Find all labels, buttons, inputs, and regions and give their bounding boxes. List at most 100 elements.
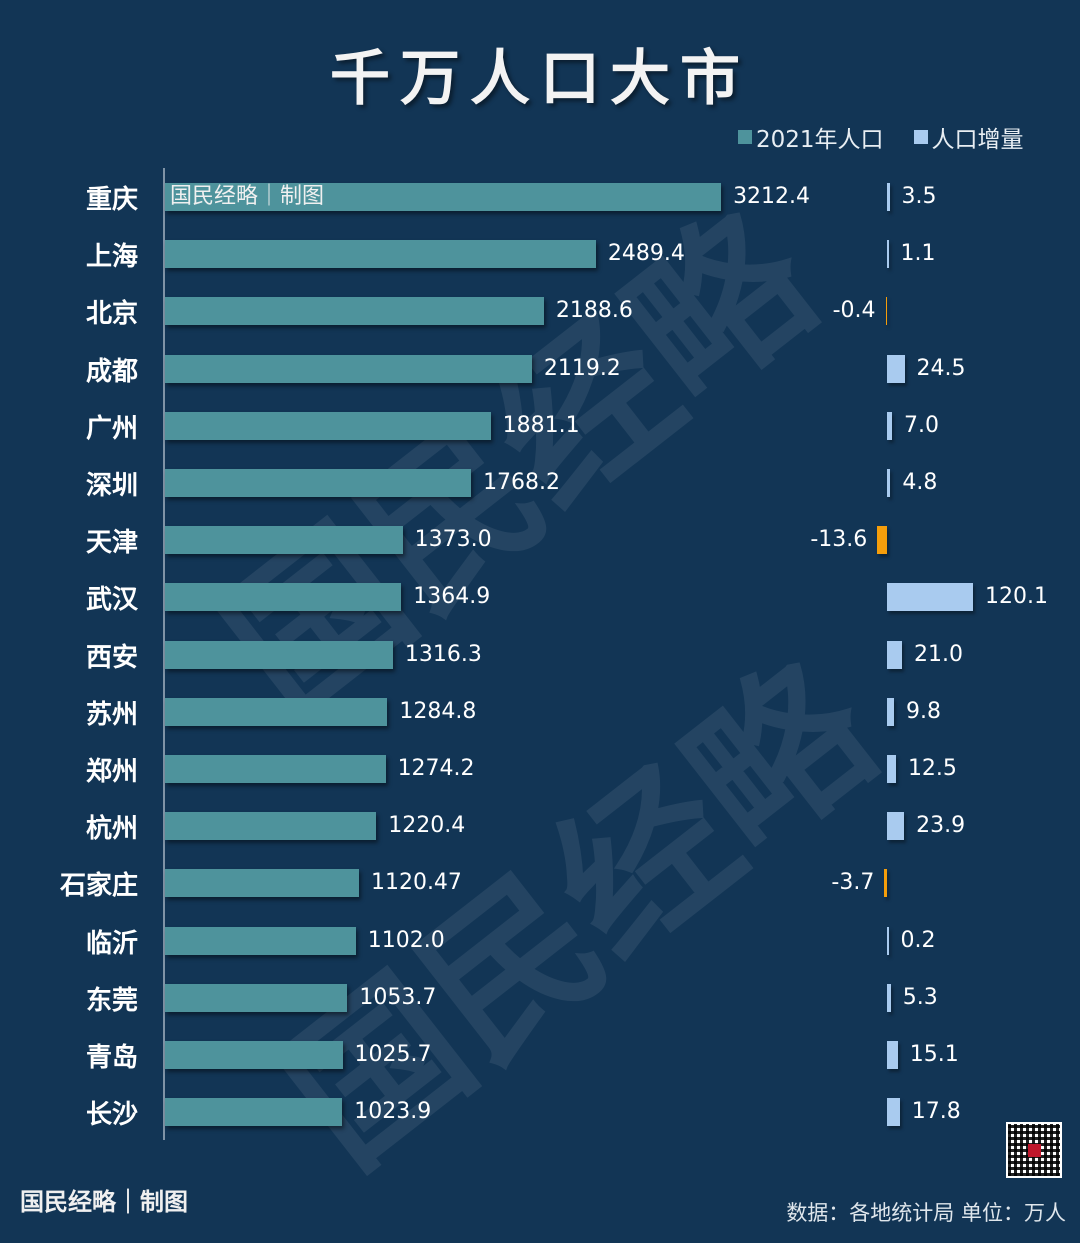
increase-bar <box>887 983 891 1012</box>
city-label: 郑州 <box>85 757 138 787</box>
increase-bar <box>887 926 889 955</box>
population-bar <box>165 983 348 1012</box>
population-value: 3212.4 <box>733 184 811 209</box>
city-label: 北京 <box>85 299 138 330</box>
city-label: 广州 <box>85 413 138 444</box>
population-bar <box>165 1098 343 1127</box>
population-bar <box>165 1041 343 1069</box>
city-label: 成都 <box>85 356 138 387</box>
increase-value: 12.5 <box>907 756 957 781</box>
legend-item-increase: 人口增量 <box>913 120 1024 154</box>
increase-value: 21.0 <box>914 641 964 667</box>
increase-value: 15.1 <box>909 1042 959 1067</box>
city-label: 武汉 <box>85 585 138 616</box>
legend-label-increase: 人口增量 <box>931 127 1024 153</box>
population-bar <box>165 411 491 440</box>
population-value: 1120.47 <box>370 870 462 896</box>
population-value: 2489.4 <box>607 241 685 267</box>
legend-label-population: 2021年人口 <box>756 127 884 153</box>
population-bar <box>165 869 359 898</box>
population-value: 2188.6 <box>555 298 633 324</box>
increase-value: 5.3 <box>902 984 938 1010</box>
city-label: 石家庄 <box>59 871 138 902</box>
increase-bar <box>887 469 891 497</box>
population-bar <box>165 755 386 783</box>
population-bar <box>165 583 402 612</box>
increase-bar <box>887 755 896 783</box>
population-bar <box>165 526 403 555</box>
legend-swatch-population <box>738 130 752 144</box>
population-value: 1220.4 <box>388 813 466 839</box>
increase-bar <box>887 240 889 269</box>
increase-value: 9.8 <box>906 698 942 724</box>
increase-bar <box>887 640 903 669</box>
table-row: 广州 1881.1 7.0 <box>0 398 1080 455</box>
increase-value: -13.6 <box>810 527 868 553</box>
category-axis <box>163 168 165 1140</box>
increase-value: 120.1 <box>984 584 1048 610</box>
population-bar <box>165 354 532 383</box>
chart-title: 千万人口大市 <box>330 44 750 114</box>
increase-bar <box>887 411 892 440</box>
increase-bar <box>887 583 973 612</box>
population-value: 1373.0 <box>414 527 492 553</box>
increase-bar <box>887 183 890 211</box>
increase-value: 24.5 <box>916 355 966 381</box>
population-bar <box>165 812 377 841</box>
population-value: 1284.8 <box>399 698 477 724</box>
population-value: 1102.0 <box>367 927 445 953</box>
table-row: 武汉 1364.9 120.1 <box>0 569 1080 626</box>
population-bar <box>165 240 596 269</box>
increase-bar <box>887 697 895 726</box>
increase-bar <box>885 297 887 326</box>
population-bar <box>165 297 544 326</box>
population-bar <box>165 926 356 955</box>
population-value: 1768.2 <box>483 470 561 495</box>
city-label: 西安 <box>85 642 138 673</box>
table-row: 上海 2489.4 1.1 <box>0 226 1080 283</box>
increase-value: 17.8 <box>911 1099 961 1125</box>
table-row: 深圳 1768.2 4.8 <box>0 455 1080 512</box>
increase-value: -3.7 <box>831 870 875 896</box>
bar-watermark: 国民经略｜制图 <box>170 184 325 209</box>
city-label: 天津 <box>85 528 138 559</box>
city-label: 杭州 <box>85 814 138 845</box>
city-label: 深圳 <box>85 471 138 501</box>
increase-bar <box>887 354 905 383</box>
increase-bar <box>884 869 887 898</box>
population-bar <box>165 469 472 497</box>
table-row: 临沂 1102.0 0.2 <box>0 913 1080 970</box>
qr-code[interactable] <box>1006 1122 1062 1178</box>
footer-source: 数据：各地统计局 单位：万人 <box>786 1201 1066 1225</box>
table-row: 杭州 1220.4 23.9 <box>0 798 1080 855</box>
increase-bar <box>887 1098 900 1127</box>
population-value: 1316.3 <box>404 641 482 667</box>
increase-value: 7.0 <box>904 412 939 438</box>
city-label: 青岛 <box>85 1043 138 1073</box>
legend-swatch-increase <box>913 130 928 144</box>
increase-value: 3.5 <box>901 184 937 209</box>
increase-bar <box>887 812 905 841</box>
table-row: 苏州 1284.8 9.8 <box>0 684 1080 741</box>
table-row: 青岛 1025.7 15.1 <box>0 1027 1080 1084</box>
table-row: 西安 1316.3 21.0 <box>0 627 1080 684</box>
increase-value: 0.2 <box>900 927 936 953</box>
population-value: 1881.1 <box>502 412 580 438</box>
population-value: 1025.7 <box>354 1042 432 1067</box>
table-row: 东莞 1053.7 5.3 <box>0 970 1080 1027</box>
increase-bar <box>887 1041 898 1069</box>
population-bar <box>165 697 388 726</box>
legend: 2021年人口 人口增量 <box>738 120 1024 154</box>
table-row: 郑州 1274.2 12.5 <box>0 741 1080 798</box>
population-value: 1053.7 <box>359 984 437 1010</box>
increase-bar <box>877 526 887 555</box>
increase-value: 1.1 <box>900 241 936 267</box>
population-value: 1274.2 <box>397 756 475 781</box>
increase-value: -0.4 <box>832 298 876 324</box>
city-label: 长沙 <box>85 1100 138 1131</box>
population-bar <box>165 640 393 669</box>
footer-credit: 国民经略｜制图 <box>20 1187 188 1216</box>
population-bar <box>165 183 722 211</box>
increase-value: 23.9 <box>916 813 966 839</box>
city-label: 苏州 <box>85 699 138 730</box>
